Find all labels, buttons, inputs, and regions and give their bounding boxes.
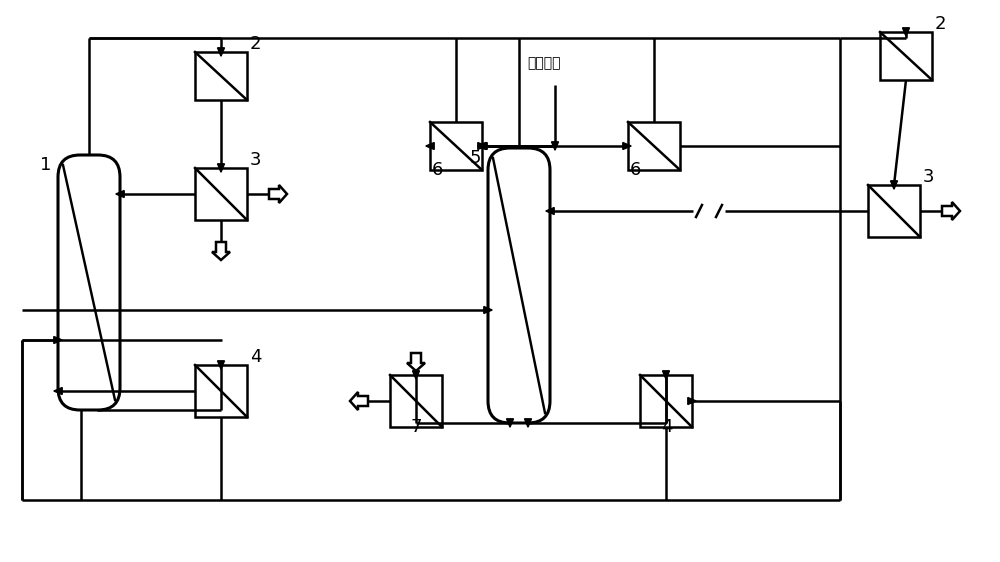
Polygon shape: [218, 48, 224, 56]
Polygon shape: [350, 392, 368, 410]
Polygon shape: [552, 142, 558, 150]
Bar: [195, 168, 247, 220]
Bar: [868, 185, 920, 237]
Polygon shape: [942, 202, 960, 220]
Polygon shape: [891, 181, 898, 189]
Text: 3: 3: [923, 168, 934, 186]
Text: 2: 2: [250, 35, 262, 53]
Text: 2: 2: [935, 15, 946, 33]
Text: 1: 1: [40, 156, 51, 174]
Polygon shape: [902, 28, 910, 36]
Polygon shape: [478, 143, 486, 149]
Polygon shape: [662, 371, 670, 379]
Bar: [390, 375, 442, 427]
Polygon shape: [478, 143, 486, 149]
Polygon shape: [269, 185, 287, 203]
Bar: [880, 32, 932, 80]
Text: 4: 4: [661, 418, 672, 436]
Polygon shape: [218, 164, 224, 172]
Text: 6: 6: [432, 161, 443, 179]
Polygon shape: [478, 143, 486, 149]
Bar: [195, 52, 247, 100]
Polygon shape: [688, 397, 696, 405]
Text: 7: 7: [411, 418, 422, 436]
Polygon shape: [116, 191, 124, 197]
Polygon shape: [479, 143, 487, 149]
Bar: [195, 365, 247, 417]
FancyBboxPatch shape: [58, 155, 120, 410]
Polygon shape: [623, 143, 631, 149]
Polygon shape: [484, 306, 492, 314]
Polygon shape: [507, 419, 514, 427]
Text: 驱动蕲汽: 驱动蕲汽: [527, 56, 560, 70]
Polygon shape: [524, 419, 532, 427]
Polygon shape: [546, 207, 554, 215]
Polygon shape: [212, 242, 230, 260]
Text: 4: 4: [250, 348, 262, 366]
Polygon shape: [413, 371, 420, 379]
Text: 5: 5: [470, 149, 482, 167]
FancyBboxPatch shape: [488, 148, 550, 423]
Polygon shape: [407, 353, 425, 371]
Polygon shape: [54, 337, 62, 343]
Bar: [640, 375, 692, 427]
Polygon shape: [54, 388, 62, 395]
Polygon shape: [426, 143, 434, 149]
Text: 6: 6: [630, 161, 641, 179]
Polygon shape: [218, 361, 224, 369]
Text: 3: 3: [250, 151, 262, 169]
Bar: [430, 122, 482, 170]
Bar: [628, 122, 680, 170]
